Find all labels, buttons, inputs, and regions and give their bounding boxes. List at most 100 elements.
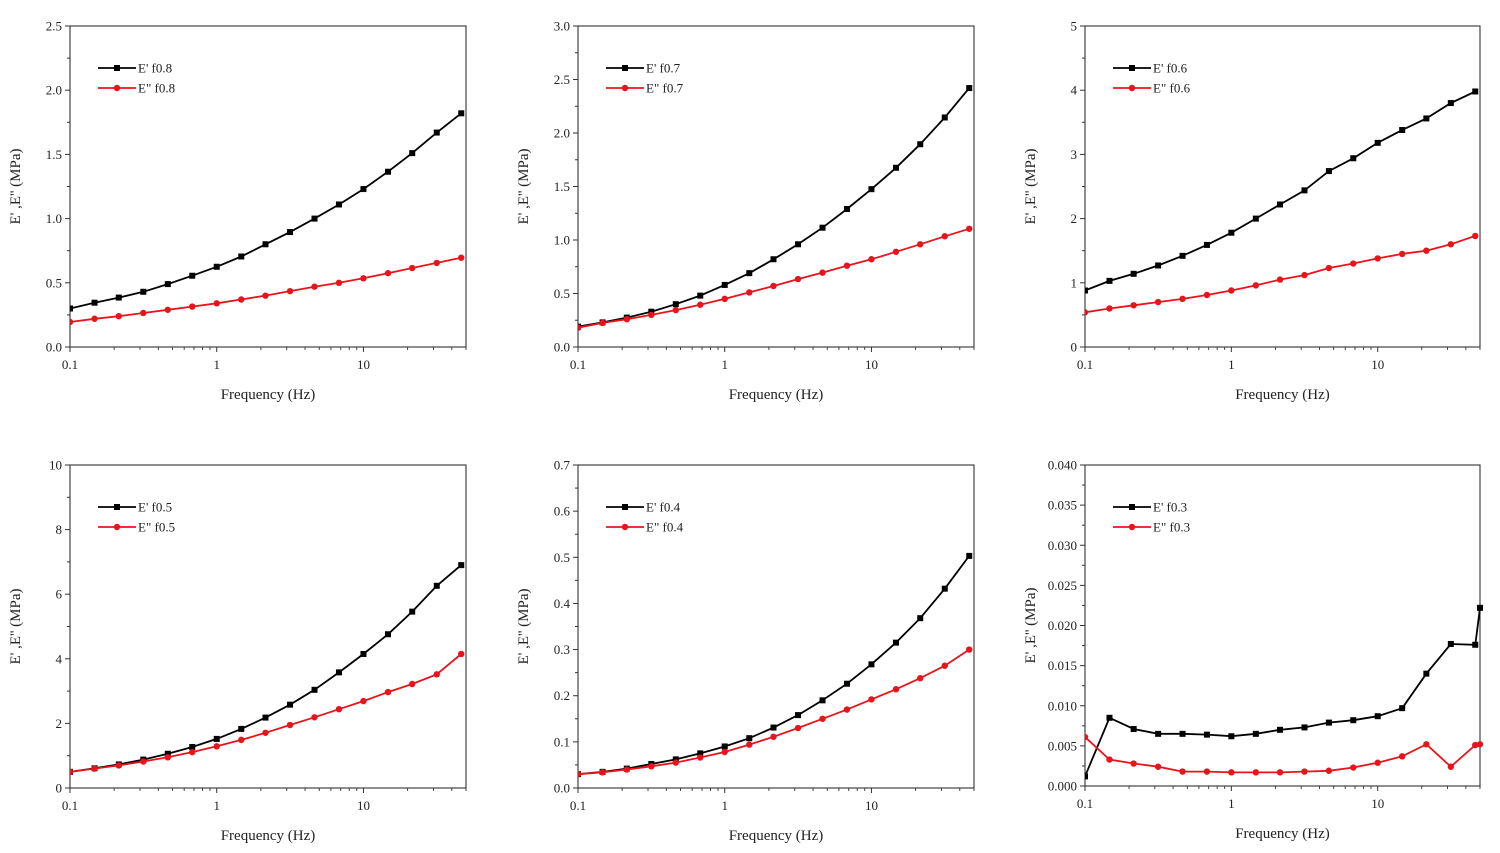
data-point-square <box>1085 287 1088 294</box>
data-point-circle <box>140 758 147 765</box>
chart-panel-4: 0 2 4 6 8 10 0.1 1 10 Frequency (Hz) E' ,E'' (MPa)… <box>8 458 467 844</box>
y-tick-label: 0.5 <box>554 550 570 565</box>
data-point-circle <box>1252 282 1260 289</box>
legend-marker <box>622 65 628 71</box>
data-point-square <box>1447 100 1454 107</box>
data-point-square <box>384 168 391 175</box>
data-point-circle <box>360 275 367 282</box>
data-point-circle <box>384 269 392 277</box>
chart-panel-5: 0.00.10.20.30.40.50.60.70.1 1 10Frequency … <box>516 458 975 844</box>
data-point-circle <box>1085 733 1089 741</box>
data-point-square <box>140 288 147 295</box>
data-point-square <box>1155 262 1162 269</box>
data-point-circle <box>1476 741 1484 748</box>
data-point-circle <box>770 282 777 290</box>
data-point-circle <box>1106 756 1113 763</box>
data-point-square <box>1301 187 1308 194</box>
data-point-circle <box>238 736 245 744</box>
y-tick-label: 0 <box>1071 340 1078 355</box>
data-point-square <box>672 756 679 763</box>
y-axis-title: E' ,E'' (MPa) <box>8 588 24 664</box>
data-point-circle <box>311 283 318 290</box>
x-tick-label: 10 <box>1371 796 1384 811</box>
x-tick-label: 10 <box>357 357 370 372</box>
data-point-square <box>672 301 679 308</box>
data-point-square <box>1472 641 1479 648</box>
data-point-circle <box>941 233 948 240</box>
data-point-square <box>1155 730 1162 737</box>
data-point-square <box>189 272 196 279</box>
data-point-circle <box>384 688 392 696</box>
x-tick-label: 1 <box>721 357 728 372</box>
y-tick-label: 2.5 <box>46 19 62 34</box>
data-point-circle <box>70 318 74 326</box>
data-point-square <box>409 150 416 157</box>
data-point-circle <box>238 296 245 303</box>
data-point-circle <box>746 289 753 296</box>
data-point-square <box>335 669 342 676</box>
data-point-square <box>189 743 196 750</box>
data-point-square <box>1447 640 1454 647</box>
data-point-circle <box>311 714 318 721</box>
data-point-circle <box>335 279 343 286</box>
data-point-square <box>795 712 802 719</box>
data-point-circle <box>1179 768 1186 775</box>
data-point-circle <box>1203 291 1211 299</box>
data-point-square <box>1252 730 1259 737</box>
x-axis-title: Frequency (Hz) <box>729 387 824 403</box>
data-point-square <box>746 735 753 742</box>
data-point-square <box>721 743 728 750</box>
y-tick-label: 1.0 <box>554 233 570 248</box>
series-line-storage <box>578 555 970 776</box>
data-point-circle <box>91 315 98 322</box>
legend-marker <box>621 523 629 531</box>
legend-marker <box>622 504 628 510</box>
data-point-circle <box>1130 760 1137 767</box>
data-point-square <box>1085 773 1088 780</box>
data-point-square <box>433 129 440 136</box>
data-point-square <box>1350 717 1357 724</box>
chart-panel-3: 0 1 2 3 4 5 0.1 1 10 Frequency (Hz) E' ,E'' (MPa) E… <box>1023 19 1481 403</box>
legend-marker <box>113 84 121 92</box>
data-point-square <box>1477 604 1483 611</box>
series-line-storage <box>70 564 462 773</box>
y-axis-title: E' ,E'' (MPa) <box>1023 587 1039 663</box>
data-point-circle <box>770 733 777 740</box>
data-point-circle <box>892 248 900 255</box>
x-tick-label: 10 <box>1371 357 1384 372</box>
data-point-square <box>1106 277 1113 284</box>
data-point-square <box>384 631 391 638</box>
data-point-circle <box>672 759 679 766</box>
data-point-circle <box>360 697 367 705</box>
data-point-square <box>1301 724 1308 731</box>
data-point-circle <box>1472 232 1479 240</box>
x-axis-title: Frequency (Hz) <box>221 387 316 403</box>
x-tick-label: 1 <box>1228 796 1235 811</box>
data-point-square <box>1252 215 1259 222</box>
data-point-square <box>238 253 245 260</box>
y-tick-label: 0.0 <box>554 781 570 796</box>
data-point-square <box>287 701 294 708</box>
data-point-circle <box>1252 769 1260 776</box>
data-point-circle <box>70 768 74 776</box>
data-point-circle <box>1154 298 1162 306</box>
data-point-square <box>868 186 875 193</box>
x-tick-label: 0.1 <box>62 357 78 372</box>
legend-label: E" f0.7 <box>646 81 684 96</box>
data-point-square <box>91 299 98 306</box>
data-point-circle <box>1398 753 1406 760</box>
y-tick-label: 3.0 <box>554 19 570 34</box>
data-point-circle <box>1276 276 1284 283</box>
data-point-circle <box>1085 309 1089 316</box>
plot-frame <box>69 25 467 348</box>
data-point-square <box>1423 670 1430 677</box>
data-point-circle <box>262 729 269 736</box>
plot-area <box>578 552 973 778</box>
data-point-square <box>892 164 899 171</box>
data-point-circle <box>189 748 196 756</box>
x-tick-label: 0.1 <box>1077 357 1093 372</box>
y-tick-label: 0.025 <box>1048 578 1077 593</box>
data-point-circle <box>794 275 802 283</box>
data-point-square <box>1399 127 1406 134</box>
data-point-square <box>1106 714 1113 721</box>
